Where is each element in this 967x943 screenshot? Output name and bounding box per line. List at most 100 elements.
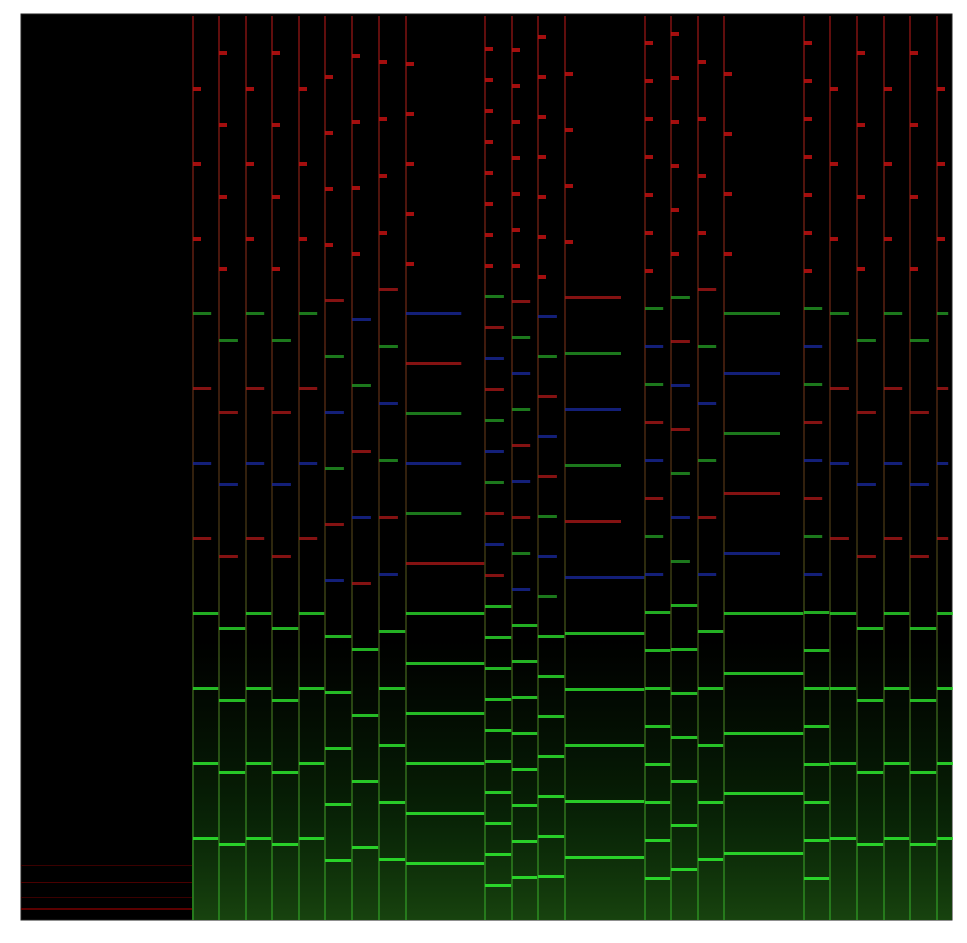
harmonic: [671, 252, 679, 256]
harmonic: [565, 296, 621, 299]
note-column: [405, 16, 485, 920]
harmonic: [830, 387, 849, 390]
harmonic: [671, 208, 679, 212]
noise-line: [21, 865, 192, 866]
harmonic: [857, 627, 884, 630]
harmonic: [538, 235, 546, 239]
harmonic: [671, 384, 690, 387]
harmonic: [804, 687, 830, 690]
harmonic: [830, 237, 838, 241]
harmonic: [512, 444, 531, 447]
harmonic: [804, 155, 812, 159]
harmonic: [193, 537, 212, 540]
note-column: [829, 16, 857, 920]
harmonic: [804, 573, 823, 576]
harmonic: [804, 763, 830, 766]
harmonic: [804, 307, 823, 310]
harmonic: [724, 312, 780, 315]
harmonic: [910, 483, 929, 486]
harmonic: [485, 109, 493, 113]
harmonic: [804, 649, 830, 652]
harmonic: [671, 868, 698, 871]
harmonic: [910, 51, 918, 55]
harmonic: [565, 128, 573, 132]
harmonic: [485, 884, 512, 887]
harmonic: [884, 462, 903, 465]
note-floor: [218, 640, 245, 920]
harmonic: [379, 345, 398, 348]
harmonic: [406, 62, 414, 66]
harmonic: [830, 162, 838, 166]
note-column: [856, 16, 884, 920]
harmonic: [406, 312, 462, 315]
harmonic: [884, 162, 892, 166]
harmonic: [352, 120, 360, 124]
harmonic: [937, 537, 949, 540]
harmonic: [645, 839, 671, 842]
harmonic: [193, 387, 212, 390]
harmonic: [698, 858, 724, 861]
harmonic: [485, 233, 493, 237]
note-floor: [378, 640, 405, 920]
note-onset: [723, 16, 725, 920]
note-floor: [564, 640, 644, 920]
harmonic: [538, 595, 557, 598]
harmonic: [272, 627, 299, 630]
harmonic: [246, 462, 265, 465]
harmonic: [325, 355, 344, 358]
harmonic: [193, 312, 212, 315]
harmonic: [857, 123, 865, 127]
harmonic: [910, 771, 937, 774]
harmonic: [379, 288, 398, 291]
harmonic: [804, 459, 823, 462]
harmonic: [671, 648, 698, 651]
harmonic: [512, 768, 538, 771]
harmonic: [299, 762, 325, 765]
harmonic: [538, 475, 557, 478]
note-onset: [883, 16, 885, 920]
harmonic: [910, 195, 918, 199]
harmonic: [565, 352, 621, 355]
harmonic: [406, 612, 485, 615]
harmonic: [565, 464, 621, 467]
harmonic: [406, 712, 485, 715]
harmonic: [804, 383, 823, 386]
note-column: [192, 16, 219, 920]
harmonic: [937, 762, 953, 765]
harmonic: [910, 123, 918, 127]
harmonic: [884, 87, 892, 91]
harmonic: [325, 523, 344, 526]
note-column: [298, 16, 325, 920]
harmonic: [565, 856, 645, 859]
harmonic: [910, 843, 937, 846]
harmonic: [937, 612, 953, 615]
harmonic: [645, 155, 653, 159]
harmonic: [379, 516, 398, 519]
harmonic: [352, 318, 371, 321]
note-onset: [829, 16, 831, 920]
harmonic: [325, 803, 352, 806]
harmonic: [538, 555, 557, 558]
harmonic: [219, 699, 246, 702]
harmonic: [538, 155, 546, 159]
harmonic: [538, 35, 546, 39]
harmonic: [724, 372, 780, 375]
harmonic: [645, 79, 653, 83]
harmonic: [565, 408, 621, 411]
harmonic: [937, 687, 953, 690]
harmonic: [645, 269, 653, 273]
harmonic: [406, 862, 485, 865]
note-floor: [856, 640, 883, 920]
harmonic: [565, 184, 573, 188]
harmonic: [857, 267, 865, 271]
harmonic: [325, 187, 333, 191]
harmonic: [219, 267, 227, 271]
harmonic: [698, 687, 724, 690]
harmonic: [512, 804, 538, 807]
note-onset: [644, 16, 646, 920]
harmonic: [645, 459, 664, 462]
harmonic: [698, 402, 717, 405]
harmonic: [325, 131, 333, 135]
harmonic: [671, 296, 690, 299]
note-floor: [324, 640, 351, 920]
